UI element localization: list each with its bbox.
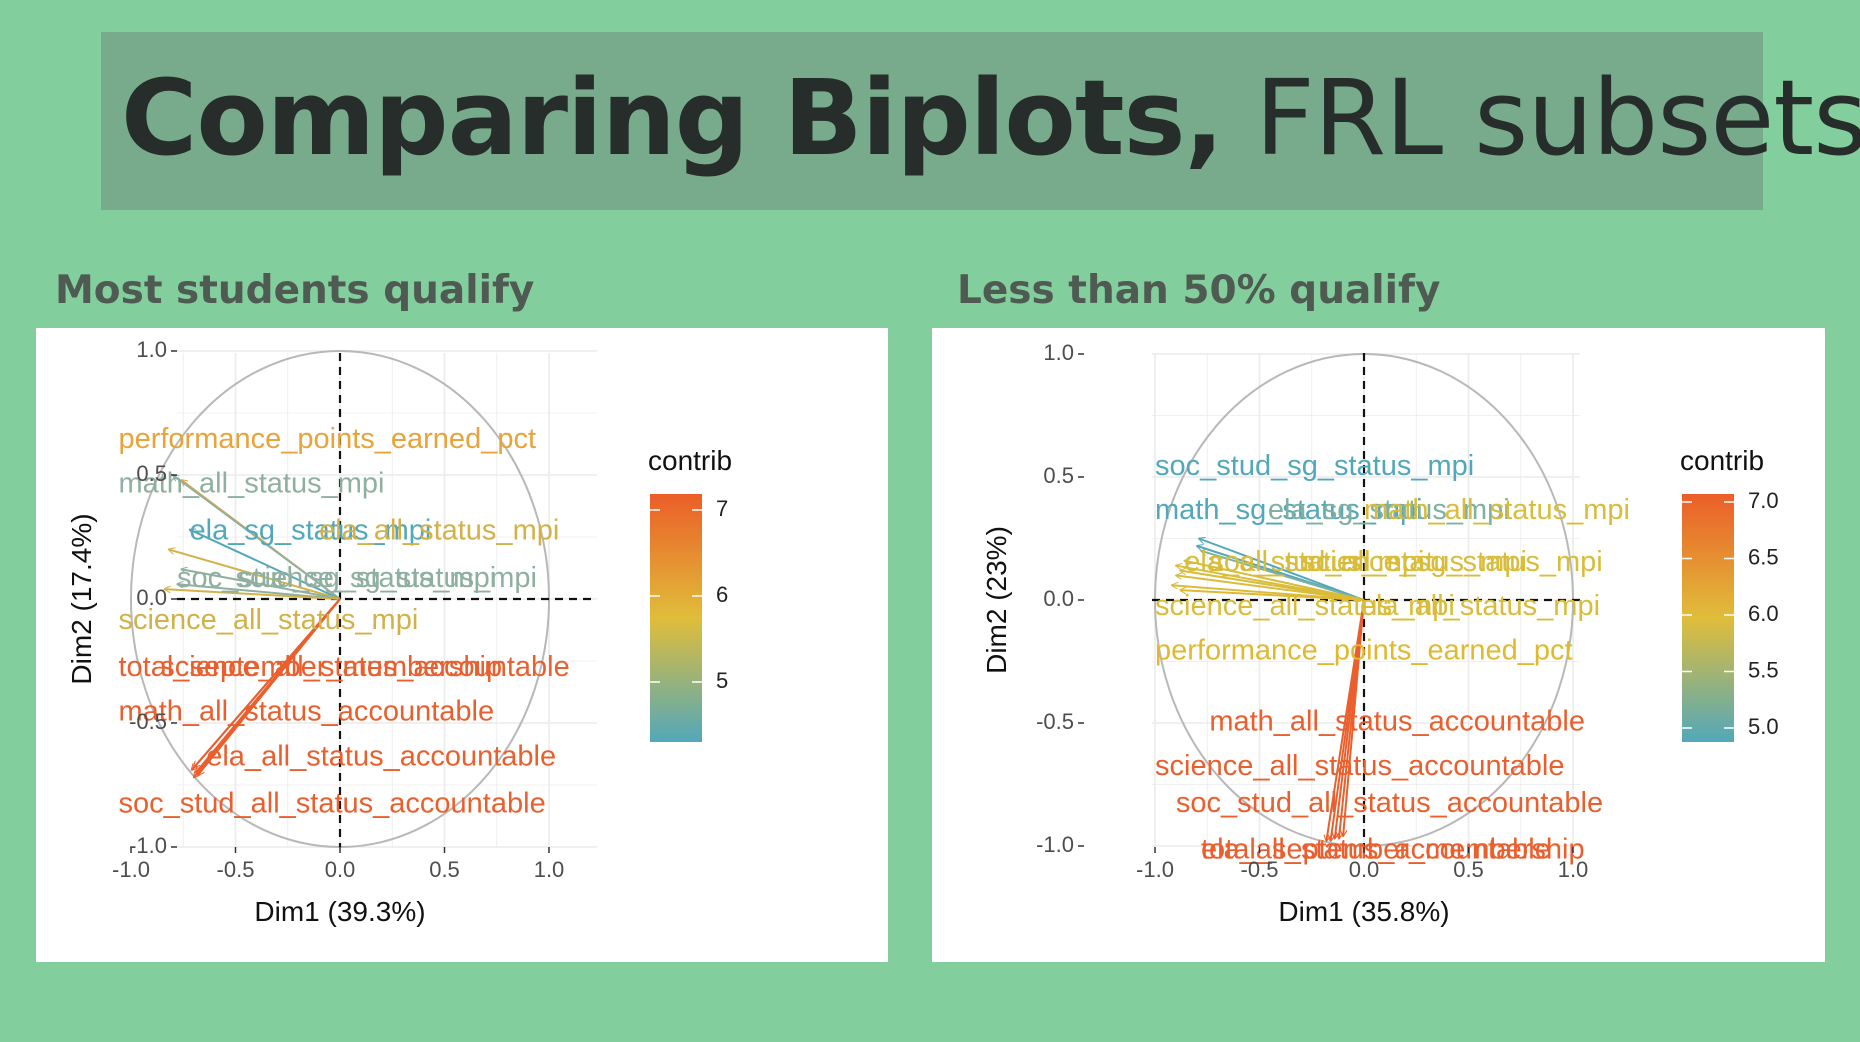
- arrow-soc_stud_sg_status_mpi: [181, 569, 341, 600]
- legend-tick-label: 6.0: [1748, 601, 1779, 626]
- arrow-ela_sg_status_mpi: [1201, 551, 1365, 601]
- x-tick-label: 1.0: [534, 857, 565, 882]
- arrow-ela_all_status_mpi: [169, 549, 341, 600]
- x-tick-label: 0.5: [1453, 857, 1484, 882]
- label-ela_sg_status_mpi: ela_sg_status_mpi: [190, 515, 432, 547]
- label-math_all_status_accountable: math_all_status_accountable: [1209, 706, 1585, 738]
- legend-title: contrib: [648, 445, 732, 476]
- title-bold: Comparing Biplots,: [121, 57, 1224, 179]
- y-tick-label: -0.5: [129, 709, 167, 734]
- label-total_september_membership: total_september_membership: [118, 651, 502, 683]
- label-science_all_status_accountable: science_all_status_accountable: [1155, 750, 1565, 782]
- x-tick-label: -1.0: [1136, 857, 1174, 882]
- label-performance_points_earned_pct: performance_points_earned_pct: [1155, 634, 1573, 666]
- label-science_all_status_accountable: science_all_status_accountable: [160, 651, 570, 683]
- legend-tick-label: 5: [716, 668, 728, 693]
- label-soc_stud_all_status_accountable: soc_stud_all_status_accountable: [118, 787, 545, 819]
- label-performance_points_earned_pct: performance_points_earned_pct: [118, 423, 536, 455]
- legend-tick-label: 5.5: [1748, 657, 1779, 682]
- legend-tick-label: 6.5: [1748, 544, 1779, 569]
- label-math_all_status_accountable: math_all_status_accountable: [118, 696, 494, 728]
- title-banner: Comparing Biplots, FRL subsets: [101, 32, 1860, 210]
- y-tick-label: 1.0: [1043, 340, 1074, 365]
- arrow-ela_sg_status_mpi: [190, 530, 341, 600]
- x-tick-label: -0.5: [1241, 857, 1279, 882]
- left-chart-subtitle: Most students qualify: [55, 268, 535, 313]
- x-axis-title: Dim1 (39.3%): [254, 896, 425, 927]
- label-total_september_membership: total_september_membership: [1201, 834, 1585, 866]
- y-tick-label: 0.0: [1043, 586, 1074, 611]
- legend-tick-label: 5.0: [1748, 714, 1779, 739]
- y-tick-label: -1.0: [1036, 832, 1074, 857]
- slide-title: Comparing Biplots, FRL subsets: [121, 58, 1860, 178]
- label-ela_all_status_accountable: ela_all_status_accountable: [206, 740, 556, 772]
- x-tick-label: 0.0: [1349, 857, 1380, 882]
- x-tick-label: -0.5: [217, 857, 255, 882]
- y-tick-label: 0.5: [136, 461, 167, 486]
- label-ela_sg_status_mpi: ela_sg_status_mpi: [1268, 494, 1510, 526]
- y-axis-title: Dim2 (23%): [981, 526, 1012, 674]
- arrow-science_all_status_mpi: [164, 589, 341, 600]
- label-science_sg_status_mpi: science_sg_status_mpi: [236, 562, 537, 594]
- legend: contrib 7.0 6.5 6.0 5.5 5.0: [1680, 445, 1779, 742]
- label-science_all_status_mpi: science_all_status_mpi: [118, 604, 418, 636]
- y-tick-label: -0.5: [1036, 709, 1074, 734]
- legend-tick-label: 7: [716, 496, 728, 521]
- variable-arrows: [1172, 539, 1365, 842]
- label-science_sg_status_mpi: science_sg_status_mpi: [1301, 546, 1602, 578]
- left-biplot: performance_points_earned_pct math_all_st…: [66, 337, 732, 927]
- label-ela_all_status_mpi: ela_all_status_mpi: [1184, 546, 1424, 578]
- label-soc_stud_all_status_mpi: soc_stud_all_status_mpi: [1209, 546, 1527, 578]
- x-tick-label: 0.5: [429, 857, 460, 882]
- label-science_all_status_mpi: science_all_status_mpi: [1155, 590, 1455, 622]
- y-tick-label: -1.0: [129, 833, 167, 858]
- label-ela_all_status_mpi: ela_all_status_mpi: [319, 515, 559, 547]
- legend-tick-label: 6: [716, 582, 728, 607]
- arrow-math_all_status_mpi: [173, 475, 341, 600]
- variable-labels: performance_points_earned_pct math_all_st…: [118, 423, 569, 820]
- variable-labels: soc_stud_sg_status_mpi math_sg_status_mpi…: [1155, 450, 1630, 866]
- legend-tick-label: 7.0: [1748, 488, 1779, 513]
- x-tick-label: 1.0: [1558, 857, 1589, 882]
- x-tick-label: -1.0: [112, 857, 150, 882]
- x-axis-title: Dim1 (35.8%): [1278, 896, 1449, 927]
- right-chart-panel: soc_stud_sg_status_mpi math_sg_status_mpi…: [932, 328, 1825, 962]
- arrow-soc_stud_all_status_accountable: [194, 598, 341, 778]
- y-axis-title: Dim2 (17.4%): [66, 513, 97, 684]
- arrow-performance_points_earned_pct: [1180, 590, 1365, 601]
- legend: contrib 7 6 5: [648, 445, 732, 742]
- y-tick-label: 1.0: [136, 337, 167, 362]
- title-regular: FRL subsets: [1255, 57, 1860, 179]
- y-tick-label: 0.0: [136, 585, 167, 610]
- label-soc_stud_all_status_accountable: soc_stud_all_status_accountable: [1176, 787, 1603, 819]
- label-math_all_status_mpi: math_all_status_mpi: [1364, 494, 1630, 526]
- left-chart-panel: performance_points_earned_pct math_all_st…: [36, 328, 888, 962]
- label-math_sg_status_mpi: math_sg_status_mpi: [1155, 494, 1423, 526]
- label-math_all_status_mpi: math_all_status_mpi: [118, 468, 384, 500]
- y-tick-label: 0.5: [1043, 463, 1074, 488]
- label-soc_stud_sg_status_mpi: soc_stud_sg_status_mpi: [177, 562, 496, 594]
- x-tick-label: 0.0: [325, 857, 356, 882]
- legend-title: contrib: [1680, 445, 1764, 476]
- arrow-soc_stud_sg_status_mpi: [1199, 539, 1365, 601]
- right-biplot: soc_stud_sg_status_mpi math_sg_status_mpi…: [981, 340, 1779, 927]
- right-chart-subtitle: Less than 50% qualify: [957, 268, 1441, 313]
- arrow-math_all_status_mpi: [1184, 561, 1365, 601]
- legend-colorbar: [650, 494, 702, 742]
- arrow-total_september_membership: [1326, 599, 1365, 841]
- variable-arrows: [164, 475, 341, 778]
- arrow-science_sg_status_mpi: [1176, 575, 1365, 601]
- legend-colorbar: [1682, 494, 1734, 742]
- label-soc_stud_sg_status_mpi: soc_stud_sg_status_mpi: [1155, 450, 1474, 482]
- label-ela_all_status_mpi: ela_all_status_mpi: [1360, 590, 1600, 622]
